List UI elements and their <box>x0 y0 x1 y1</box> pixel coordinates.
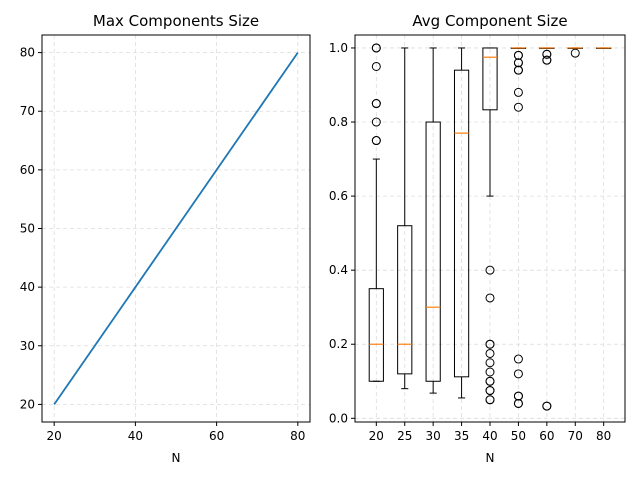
box-group-70 <box>567 47 583 58</box>
right-x-axis-label: N <box>486 451 495 465</box>
left-x-tick-label: 20 <box>47 429 62 443</box>
flier-point <box>371 117 381 127</box>
flier-point <box>485 339 495 349</box>
flier-point <box>485 348 495 358</box>
flier-point <box>513 50 523 60</box>
flier-point <box>570 48 580 58</box>
right-y-tick-label: 0.0 <box>329 411 348 425</box>
flier-point <box>485 293 495 303</box>
flier-point <box>513 354 523 364</box>
flier-point <box>513 391 523 401</box>
flier-point <box>542 55 552 65</box>
flier-point <box>485 358 495 368</box>
right-chart-panel: Avg Component Size 20 25 30 35 40 50 60 70 80 0.0… <box>329 12 626 465</box>
right-plot-area <box>368 43 612 411</box>
left-y-tick-label: 50 <box>20 222 35 236</box>
box <box>397 225 413 375</box>
box-group-40 <box>482 47 498 405</box>
flier-point <box>513 398 523 408</box>
flier-point <box>513 58 523 68</box>
flier-point <box>513 369 523 379</box>
box-group-20 <box>368 43 384 382</box>
left-x-tick-label: 80 <box>290 429 305 443</box>
flier-point <box>371 61 381 71</box>
flier-point <box>542 401 552 411</box>
flier-point <box>513 102 523 112</box>
right-y-tick-label: 1.0 <box>329 41 348 55</box>
right-x-tick-label: 70 <box>568 429 583 443</box>
flier-point <box>485 395 495 405</box>
box-group-25 <box>397 47 413 390</box>
right-x-tick-label: 30 <box>426 429 441 443</box>
right-x-tick-label: 35 <box>454 429 469 443</box>
flier-point <box>485 386 495 396</box>
right-x-tick-label: 50 <box>511 429 526 443</box>
right-y-tick-label: 0.2 <box>329 337 348 351</box>
flier-point <box>513 65 523 75</box>
left-y-tick-label: 70 <box>20 104 35 118</box>
box-group-35 <box>453 47 470 399</box>
right-chart-title: Avg Component Size <box>412 12 567 30</box>
box <box>368 288 384 382</box>
left-ticks: 20 40 60 80 20 30 40 50 60 70 80 <box>20 46 306 443</box>
flier-point <box>371 43 381 53</box>
right-x-tick-label: 25 <box>397 429 412 443</box>
left-plot-area <box>53 52 299 405</box>
right-x-tick-label: 60 <box>539 429 554 443</box>
right-x-tick-label: 80 <box>596 429 611 443</box>
box <box>482 47 498 111</box>
box-group-80 <box>596 47 612 49</box>
right-y-tick-label: 0.4 <box>329 263 348 277</box>
left-x-axis-label: N <box>172 451 181 465</box>
left-chart-title: Max Components Size <box>93 12 259 30</box>
flier-point <box>371 136 381 146</box>
box <box>453 69 470 378</box>
left-y-tick-label: 60 <box>20 163 35 177</box>
right-x-tick-label: 20 <box>369 429 384 443</box>
box-group-60 <box>539 47 555 411</box>
left-series-line <box>53 52 299 405</box>
flier-point <box>513 87 523 97</box>
left-y-tick-label: 30 <box>20 339 35 353</box>
box <box>425 121 441 382</box>
flier-point <box>542 49 552 59</box>
box-group-50 <box>510 47 527 408</box>
right-x-tick-label: 40 <box>482 429 497 443</box>
box-group-30 <box>425 47 441 394</box>
right-ticks: 20 25 30 35 40 50 60 70 80 0.0 0.2 0.4 0.6 0.8 1.0 <box>329 41 611 443</box>
left-y-tick-label: 20 <box>20 397 35 411</box>
right-y-tick-label: 0.8 <box>329 115 348 129</box>
right-gridlines <box>355 35 625 422</box>
left-y-tick-label: 80 <box>20 46 35 60</box>
left-x-tick-label: 60 <box>209 429 224 443</box>
flier-point <box>371 99 381 109</box>
left-x-tick-label: 40 <box>128 429 143 443</box>
left-y-tick-label: 40 <box>20 280 35 294</box>
flier-point <box>485 376 495 386</box>
right-y-tick-label: 0.6 <box>329 189 348 203</box>
left-chart-panel: Max Components Size 20 40 60 80 20 30 40 50 60 70… <box>20 12 311 465</box>
flier-point <box>485 367 495 377</box>
flier-point <box>485 265 495 275</box>
